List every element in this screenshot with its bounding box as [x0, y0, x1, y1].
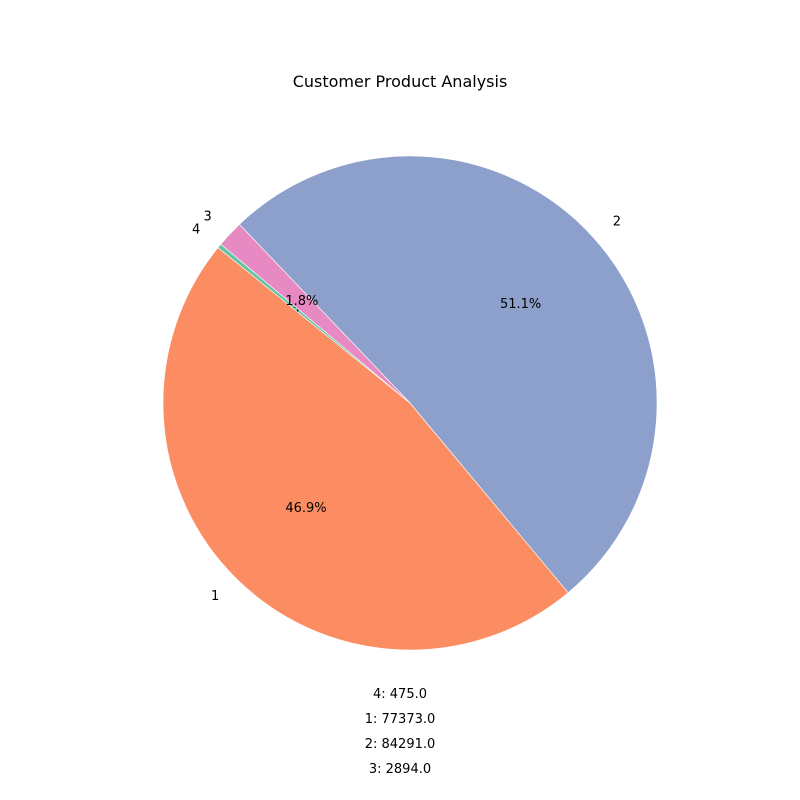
slice-label-1: 1: [211, 589, 219, 604]
slice-percent-2: 51.1%: [500, 297, 541, 312]
value-line-1: 1: 77373.0: [364, 712, 436, 727]
slice-percent-1: 46.9%: [285, 501, 326, 516]
value-line-3: 3: 2894.0: [368, 762, 432, 777]
chart-title: Customer Product Analysis: [292, 72, 508, 91]
pie-slice-3: [220, 223, 411, 404]
pie-slice-2: [238, 155, 658, 594]
pie-slice-1: [162, 247, 569, 651]
value-list: 4: 475.0 1: 77373.0 2: 84291.0 3: 2894.0: [0, 684, 800, 784]
value-line-4: 4: 475.0: [373, 687, 427, 702]
slice-label-2: 2: [613, 215, 621, 230]
slice-label-4: 4: [192, 223, 200, 238]
value-line-2: 2: 84291.0: [364, 737, 436, 752]
slice-label-3: 3: [204, 210, 212, 225]
slice-percent-3: 1.8%: [285, 294, 318, 309]
